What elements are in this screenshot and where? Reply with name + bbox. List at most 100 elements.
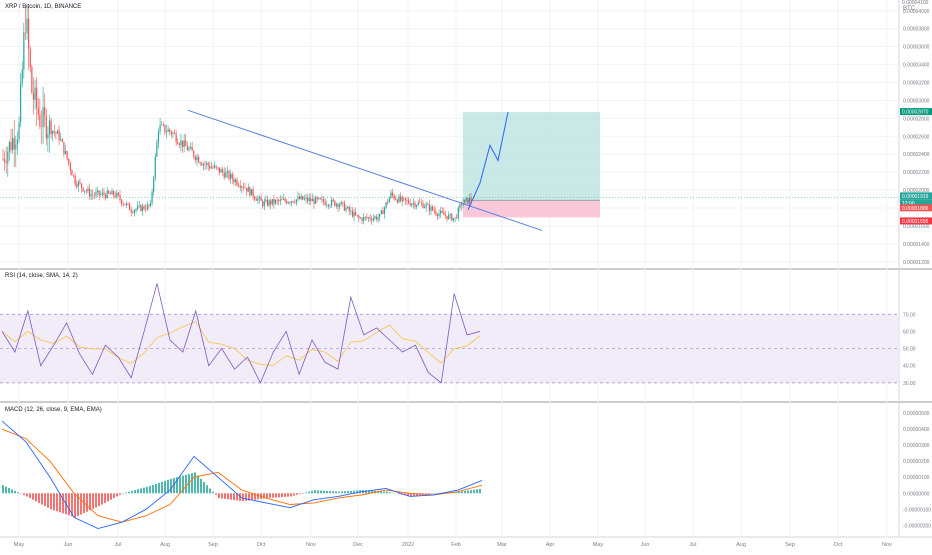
macd-histogram-bar: [257, 493, 259, 499]
candle-body: [192, 147, 193, 151]
candle-body: [28, 19, 29, 50]
macd-histogram-bar: [95, 493, 97, 507]
macd-histogram-bar: [470, 490, 472, 493]
candle-body: [164, 125, 165, 133]
candle-body: [392, 192, 393, 195]
candle-body: [212, 167, 213, 168]
candle-body: [60, 139, 61, 140]
macd-histogram-bar: [158, 483, 160, 493]
candle-body: [248, 187, 249, 191]
time-tick-label: Oct: [257, 542, 266, 548]
candle-body: [132, 212, 133, 213]
candle-body: [378, 217, 379, 219]
candle-body: [14, 138, 15, 149]
symbol-title[interactable]: XRP / Bitcoin, 1D, BINANCE: [5, 4, 81, 10]
candle-body: [63, 142, 64, 154]
candle-body: [408, 201, 409, 204]
candle-body: [358, 216, 359, 218]
candle-body: [110, 193, 111, 194]
macd-histogram-bar: [155, 484, 157, 493]
candle-body: [163, 125, 164, 126]
macd-histogram-bar: [428, 493, 430, 494]
rsi-title[interactable]: RSI (14, close, SMA, 14, 2): [5, 273, 78, 279]
candle-body: [244, 188, 245, 189]
candle-body: [105, 195, 106, 198]
candle-body: [94, 195, 95, 196]
candle-body: [206, 163, 207, 164]
candle-body: [65, 151, 66, 154]
candle-body: [211, 167, 212, 168]
candle-body: [291, 201, 292, 203]
macd-histogram-bar: [320, 490, 322, 493]
candle-body: [76, 184, 77, 186]
candle-body: [31, 67, 32, 93]
macd-histogram-bar: [461, 491, 463, 493]
macd-histogram-bar: [179, 476, 181, 493]
rsi-panel: [0, 283, 899, 382]
time-tick-label: Jun: [64, 542, 73, 548]
macd-histogram-bar: [251, 493, 253, 500]
candle-body: [435, 211, 436, 214]
macd-histogram-bar: [272, 493, 274, 497]
candle-body: [156, 142, 157, 157]
candle-body: [283, 199, 284, 200]
macd-histogram-bar: [266, 493, 268, 498]
candle-body: [86, 191, 87, 192]
candle-body: [71, 170, 72, 175]
candle-body: [113, 191, 114, 195]
candle-body: [373, 218, 374, 220]
candle-body: [369, 218, 370, 220]
candle-body: [89, 189, 90, 197]
price-tick-label: 0.00002800: [903, 116, 930, 122]
candle-body: [307, 198, 308, 201]
candle-body: [134, 210, 135, 213]
candle-body: [38, 108, 39, 115]
candle-body: [30, 49, 31, 67]
candle-body: [81, 183, 82, 187]
candle-body: [353, 212, 354, 217]
macd-tick-label: 0.00000500: [903, 411, 930, 417]
candle-body: [406, 200, 407, 201]
price-tick-label: 0.00003400: [903, 63, 930, 69]
candle-body: [126, 203, 127, 205]
candle-body: [9, 142, 10, 152]
candle-body: [25, 33, 26, 34]
candle-body: [419, 203, 420, 204]
macd-histogram-bar: [50, 493, 52, 509]
candle-body: [153, 178, 154, 192]
candle-body: [400, 196, 401, 201]
candle-body: [107, 191, 108, 198]
candle-body: [297, 197, 298, 200]
candle-body: [382, 210, 383, 214]
candle-body: [446, 216, 447, 219]
candle-body: [376, 217, 377, 220]
macd-title[interactable]: MACD (12, 26, close, 9, EMA, EMA): [5, 407, 102, 413]
candle-body: [185, 140, 186, 146]
candle-body: [280, 200, 281, 202]
candle-body: [95, 192, 96, 195]
candle-body: [344, 203, 345, 211]
candle-body: [257, 199, 258, 201]
macd-histogram-bar: [314, 490, 316, 493]
price-tick-label: 0.00002400: [903, 152, 930, 158]
macd-histogram-bar: [137, 489, 139, 493]
candle-body: [143, 206, 144, 209]
macd-histogram-bar: [86, 493, 88, 511]
candle-body: [238, 185, 239, 186]
macd-histogram-bar: [218, 493, 220, 498]
candle-body: [268, 201, 269, 206]
candle-body: [442, 211, 443, 212]
candle-body: [214, 166, 215, 168]
macd-histogram-bar: [386, 492, 388, 494]
macd-histogram-bar: [191, 473, 193, 493]
macd-tick-label: 0.00000300: [903, 443, 930, 449]
candle-body: [33, 93, 34, 100]
price-badge-text: 0.00002870: [902, 110, 929, 116]
macd-histogram-bar: [164, 481, 166, 493]
candle-body: [103, 193, 104, 195]
candle-body: [454, 217, 455, 218]
candle-body: [230, 174, 231, 179]
candle-body: [379, 214, 380, 217]
